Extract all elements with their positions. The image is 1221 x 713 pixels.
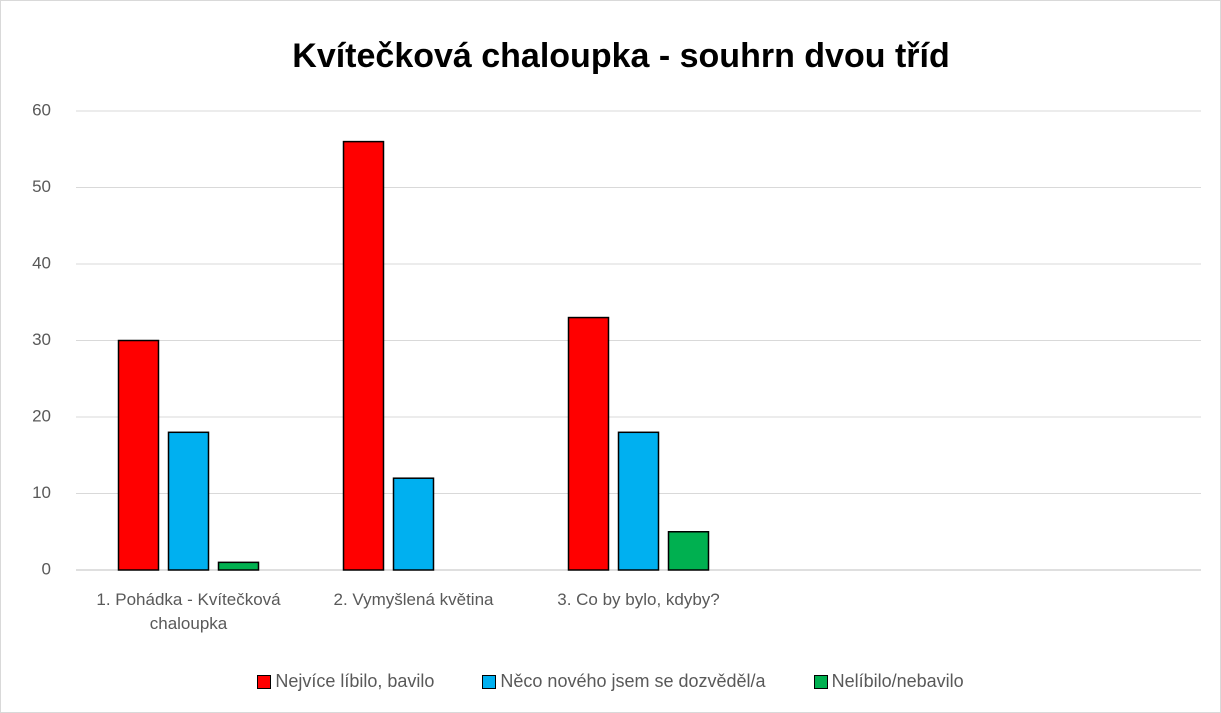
y-tick-label: 10 xyxy=(32,483,51,502)
bar xyxy=(217,561,260,571)
legend-swatch xyxy=(257,674,272,689)
bar xyxy=(567,316,610,571)
bar xyxy=(617,431,660,571)
bar xyxy=(667,531,710,571)
bar xyxy=(392,477,435,571)
legend-item: Nelíbilo/nebavilo xyxy=(813,671,964,692)
y-tick-label: 60 xyxy=(32,100,51,119)
y-tick-label: 50 xyxy=(32,177,51,196)
y-tick-label: 0 xyxy=(42,559,51,578)
y-tick-label: 20 xyxy=(32,406,51,425)
bar xyxy=(342,140,385,571)
bar xyxy=(167,431,210,571)
legend-swatch xyxy=(482,674,497,689)
y-tick-label: 30 xyxy=(32,330,51,349)
x-tick-label: 3. Co by bylo, kdyby? xyxy=(557,590,720,609)
chart-title: Kvítečková chaloupka - souhrn dvou tříd xyxy=(292,37,949,75)
legend-label: Nejvíce líbilo, bavilo xyxy=(275,671,435,691)
legend: Nejvíce líbilo, bavilo Něco nového jsem s… xyxy=(1,671,1220,692)
legend-item: Nejvíce líbilo, bavilo xyxy=(257,671,434,692)
legend-label: Něco nového jsem se dozvěděl/a xyxy=(500,671,766,691)
y-tick-label: 40 xyxy=(32,253,51,272)
bar xyxy=(117,339,160,571)
legend-swatch xyxy=(813,674,828,689)
x-tick-label: 1. Pohádka - Kvítečková chaloupka xyxy=(96,590,281,633)
legend-label: Nelíbilo/nebavilo xyxy=(831,671,964,691)
legend-item: Něco nového jsem se dozvěděl/a xyxy=(482,671,766,692)
x-tick-label: 2. Vymyšlená květina xyxy=(333,590,494,609)
